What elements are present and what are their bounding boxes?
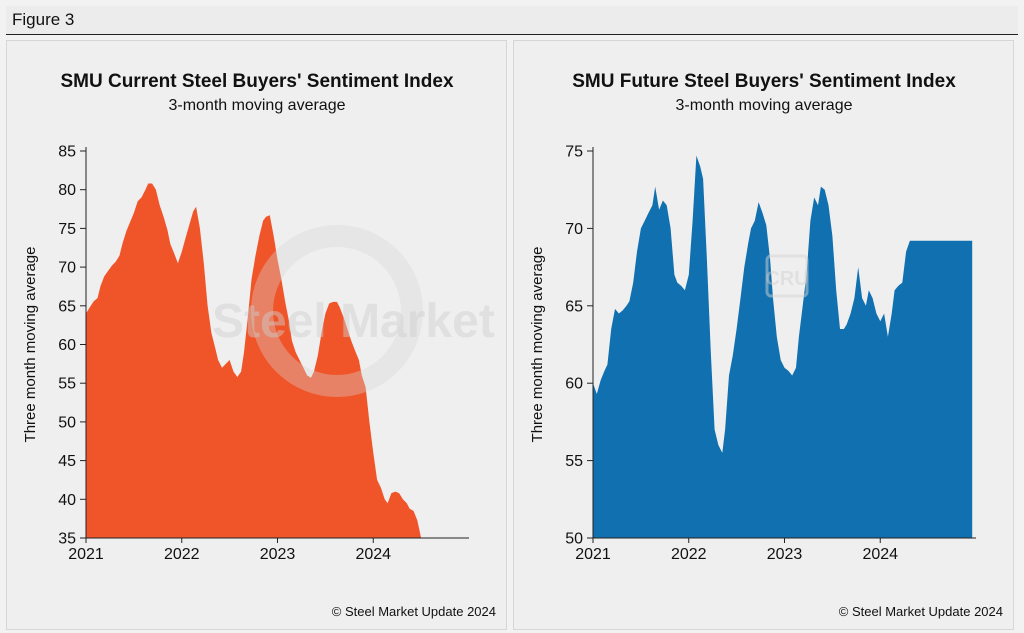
current-y-tick-label: 85 [58,144,76,161]
current-x-tick-label: 2022 [164,546,200,563]
current-y-tick-label: 35 [58,531,76,548]
future-chart-title: SMU Future Steel Buyers' Sentiment Index [572,71,956,92]
watermark-logo-icon [251,225,423,397]
current-copyright: © Steel Market Update 2024 [332,604,496,619]
current-chart-subtitle: 3-month moving average [169,97,346,114]
current-y-tick-label: 60 [58,337,76,354]
current-sentiment-area [86,183,466,538]
future-y-tick-label: 55 [565,453,583,470]
future-y-tick-label: 50 [565,531,583,548]
current-chart-title: SMU Current Steel Buyers' Sentiment Inde… [60,71,453,92]
future-x-tick-label: 2022 [671,546,707,563]
figure-header-rule [6,34,1018,35]
current-y-tick-label: 65 [58,298,76,315]
watermark-text-bold: Steel Market [212,295,506,348]
future-x-tick-label: 2024 [862,546,898,563]
current-y-tick-label: 45 [58,453,76,470]
current-y-tick-label: 50 [58,414,76,431]
future-sentiment-area [593,155,973,538]
current-x-tick-label: 2023 [260,546,296,563]
watermark-text: Steel Market Update [212,295,506,348]
future-x-tick-label: 2021 [575,546,611,563]
current-y-axis-label: Three month moving average [22,247,39,443]
cru-watermark-text: CRU [765,268,808,290]
current-x-tick-label: 2024 [355,546,391,563]
current-x-tick-label: 2021 [68,546,104,563]
current-y-tick-label: 75 [58,221,76,238]
future-y-tick-label: 75 [565,144,583,161]
future-sentiment-chart: SMU Future Steel Buyers' Sentiment Index… [529,71,1003,619]
current-y-tick-label: 80 [58,182,76,199]
future-chart-subtitle: 3-month moving average [676,97,853,114]
figure-header: Figure 3 [6,6,1018,34]
future-y-tick-label: 60 [565,376,583,393]
future-sentiment-panel: SMU Future Steel Buyers' Sentiment Index… [513,40,1014,630]
figure-label: Figure 3 [12,10,75,29]
current-sentiment-chart: SMU Current Steel Buyers' Sentiment Inde… [22,71,506,619]
future-y-tick-label: 70 [565,221,583,238]
future-x-tick-label: 2023 [767,546,803,563]
current-y-tick-label: 55 [58,376,76,393]
cru-logo-icon [765,254,809,298]
future-y-axis-label: Three month moving average [529,247,546,443]
future-y-tick-label: 65 [565,298,583,315]
current-y-tick-label: 40 [58,492,76,509]
future-copyright: © Steel Market Update 2024 [839,604,1003,619]
current-y-tick-label: 70 [58,260,76,277]
current-sentiment-panel: SMU Current Steel Buyers' Sentiment Inde… [6,40,507,630]
